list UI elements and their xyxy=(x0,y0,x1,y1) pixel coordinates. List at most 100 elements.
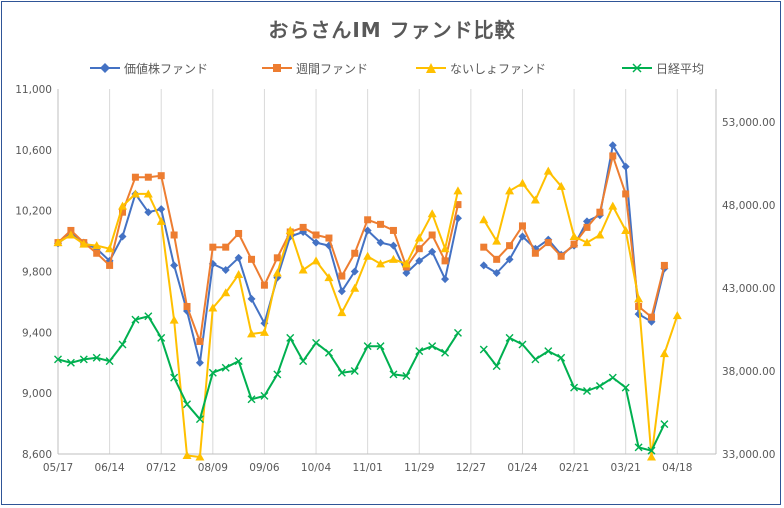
secret-fund-point xyxy=(492,236,502,245)
nikkei-point xyxy=(105,357,114,366)
weekly-fund-point xyxy=(415,245,423,253)
secret-fund-point xyxy=(285,225,295,234)
secret-fund-point xyxy=(272,268,282,277)
nikkei-point xyxy=(595,381,604,390)
value-fund-point xyxy=(518,232,527,241)
secret-fund-point xyxy=(182,451,192,460)
x-tick-label: 05/17 xyxy=(43,462,73,474)
secret-fund-point xyxy=(582,238,592,247)
secret-fund-point xyxy=(156,216,166,225)
nikkei-point xyxy=(350,367,359,376)
weekly-fund-point xyxy=(273,254,281,262)
weekly-fund-point xyxy=(144,173,152,181)
nikkei-point xyxy=(505,333,514,342)
nikkei-point xyxy=(647,446,656,455)
value-fund-point xyxy=(337,287,346,296)
nikkei-point xyxy=(221,363,230,372)
secret-fund-point xyxy=(169,315,179,324)
secret-fund-point xyxy=(79,239,89,248)
nikkei-point xyxy=(92,353,101,362)
nikkei-point xyxy=(337,368,346,377)
nikkei-point xyxy=(570,383,579,392)
weekly-fund-point xyxy=(170,231,178,239)
secret-fund-point xyxy=(298,265,308,274)
weekly-fund-point xyxy=(428,231,436,239)
weekly-fund-point xyxy=(235,229,243,237)
nikkei-point xyxy=(441,348,450,357)
chart-title: おらさんIM ファンド比較 xyxy=(268,18,516,42)
chart-legend: 価値株ファンド 週間ファンド ないしょファンド 日経平均 xyxy=(0,58,784,78)
legend-item-value-fund[interactable]: 価値株ファンド xyxy=(90,58,208,78)
weekly-fund-point xyxy=(364,216,372,224)
weekly-fund-point xyxy=(196,337,204,345)
y-left-tick-label: 8,600 xyxy=(22,449,52,461)
legend-item-weekly-fund[interactable]: 週間ファンド xyxy=(262,58,368,78)
nikkei-point xyxy=(376,342,385,351)
y-right-tick-label: 33,000.00 xyxy=(722,449,775,461)
secret-fund-point xyxy=(337,308,347,317)
secret-fund-point xyxy=(517,178,527,187)
value-fund-point xyxy=(312,238,321,247)
secret-fund-point xyxy=(195,452,205,461)
weekly-fund-point xyxy=(622,190,630,198)
weekly-fund-point xyxy=(183,302,191,310)
weekly-fund-point xyxy=(67,226,75,234)
weekly-fund-point xyxy=(351,249,359,257)
legend-item-nikkei[interactable]: 日経平均 xyxy=(622,58,704,78)
weekly-fund-point xyxy=(570,240,578,248)
legend-label: 週間ファンド xyxy=(296,61,369,76)
x-tick-label: 11/29 xyxy=(404,462,434,474)
secret-fund-point xyxy=(634,294,644,303)
value-fund-point xyxy=(441,275,450,284)
nikkei-point xyxy=(66,358,75,367)
secret-fund-point xyxy=(208,303,218,312)
x-tick-label: 04/18 xyxy=(662,462,692,474)
legend-item-secret-fund[interactable]: ないしょファンド xyxy=(416,58,546,78)
weekly-fund-point xyxy=(596,208,604,216)
value-fund-point xyxy=(350,267,359,276)
value-fund-point xyxy=(144,208,153,217)
y-left-tick-label: 11,000 xyxy=(15,84,52,96)
secret-fund-point xyxy=(427,209,437,218)
weekly-fund-point xyxy=(93,249,101,257)
weekly-fund-point xyxy=(609,152,617,160)
weekly-fund-point xyxy=(583,223,591,231)
nikkei-point xyxy=(234,357,243,366)
nikkei-point xyxy=(170,373,179,382)
nikkei-point xyxy=(453,328,462,337)
value-fund-point xyxy=(234,253,243,262)
nikkei-point xyxy=(634,443,643,452)
weekly-fund-point xyxy=(325,234,333,242)
x-tick-label: 01/24 xyxy=(507,462,538,474)
secret-fund-point xyxy=(659,349,669,358)
y-left-tick-label: 9,800 xyxy=(22,267,52,279)
nikkei-point xyxy=(660,420,669,429)
weekly-fund-point xyxy=(557,252,565,260)
nikkei-point xyxy=(79,355,88,364)
weekly-fund-point xyxy=(544,239,552,247)
secret-fund-point xyxy=(363,251,373,260)
value-fund-point xyxy=(118,232,127,241)
legend-marker-x-icon xyxy=(622,63,652,73)
nikkei-point xyxy=(247,395,256,404)
value-fund-point xyxy=(428,247,437,256)
y-left-tick-label: 10,200 xyxy=(15,206,52,218)
nikkei-point xyxy=(415,347,424,356)
secret-fund-point xyxy=(53,238,63,247)
secret-fund-point xyxy=(595,230,605,239)
nikkei-point xyxy=(582,386,591,395)
secret-fund-point xyxy=(608,201,618,210)
y-left-tick-label: 9,400 xyxy=(22,327,52,339)
nikkei-point xyxy=(324,348,333,357)
x-tick-label: 08/09 xyxy=(198,462,228,474)
legend-marker-square-icon xyxy=(262,64,292,72)
legend-marker-diamond-icon xyxy=(90,63,120,73)
secret-fund-point xyxy=(247,329,257,338)
nikkei-point xyxy=(492,362,501,371)
secret-fund-point xyxy=(259,327,269,336)
x-tick-label: 06/14 xyxy=(94,462,125,474)
y-left-tick-label: 10,600 xyxy=(15,145,52,157)
x-tick-label: 12/27 xyxy=(456,462,486,474)
weekly-fund-point xyxy=(209,243,217,251)
secret-fund-point xyxy=(556,181,566,190)
